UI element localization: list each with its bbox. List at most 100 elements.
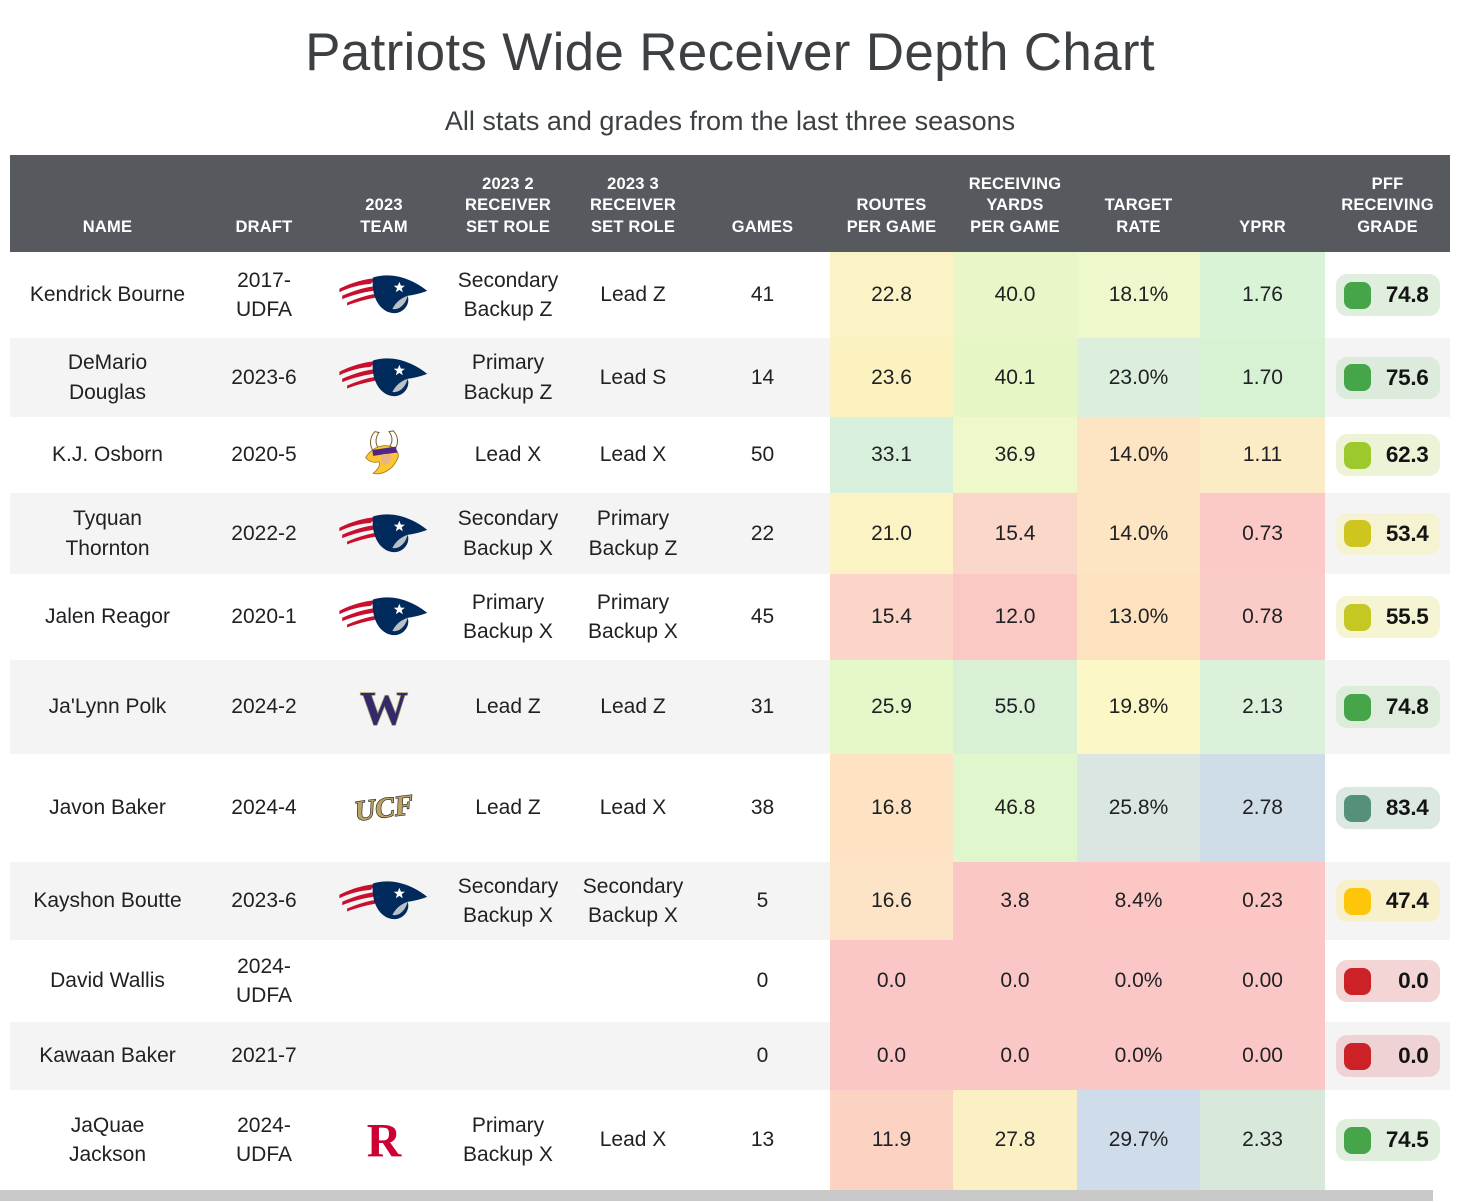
receiver2-role-cell: Primary Backup X bbox=[463, 590, 553, 643]
ucf-logo: UCF bbox=[352, 788, 416, 828]
grade-color-icon bbox=[1343, 364, 1371, 391]
draft-cell: 2024-2 bbox=[231, 695, 297, 719]
pff-grade-badge: 62.3 bbox=[1335, 434, 1440, 476]
receiver2-role-cell: Primary Backup X bbox=[463, 1113, 553, 1166]
pff-grade-cell: 75.6 bbox=[1325, 338, 1450, 417]
patriots-logo bbox=[339, 357, 428, 396]
receiver3-role-cell: Secondary Backup X bbox=[582, 874, 684, 927]
yprr-cell: 1.11 bbox=[1200, 417, 1325, 493]
grade-value: 74.5 bbox=[1385, 1127, 1429, 1153]
grade-value: 74.8 bbox=[1385, 282, 1429, 308]
yprr-cell: 0.73 bbox=[1200, 493, 1325, 574]
pff-grade-cell: 0.0 bbox=[1325, 1022, 1450, 1090]
routes-per-game-cell: 33.1 bbox=[830, 417, 953, 493]
draft-cell: 2020-1 bbox=[231, 605, 297, 629]
receiver2-role-cell: Secondary Backup X bbox=[457, 874, 559, 927]
player-name-cell: Kawaan Baker bbox=[39, 1044, 176, 1068]
draft-cell: 2017- UDFA bbox=[235, 268, 292, 321]
receiving-yards-per-game-cell: 27.8 bbox=[953, 1090, 1077, 1190]
receiving-yards-per-game-cell: 3.8 bbox=[953, 862, 1077, 940]
routes-per-game-cell: 11.9 bbox=[830, 1090, 953, 1190]
table-row: Tyquan Thornton 2022-2 Secondary Backup X P… bbox=[10, 493, 1450, 574]
column-header-target-rate: TARGET RATE bbox=[1104, 196, 1173, 237]
page-title: Patriots Wide Receiver Depth Chart bbox=[305, 23, 1155, 82]
routes-per-game-cell: 23.6 bbox=[830, 338, 953, 417]
routes-per-game-cell: 21.0 bbox=[830, 493, 953, 574]
grade-value: 74.8 bbox=[1385, 694, 1429, 720]
draft-cell: 2024-4 bbox=[231, 796, 297, 820]
games-cell: 50 bbox=[750, 443, 775, 467]
pff-grade-cell: 53.4 bbox=[1325, 493, 1450, 574]
receiver2-role-cell: Lead Z bbox=[475, 695, 541, 719]
grade-value: 47.4 bbox=[1385, 888, 1429, 914]
pff-grade-cell: 83.4 bbox=[1325, 754, 1450, 862]
grade-value: 55.5 bbox=[1385, 604, 1429, 630]
column-header-receiving-yards-per-game: RECEIVING YARDS PER GAME bbox=[968, 174, 1062, 237]
table-row: Javon Baker 2024-4 UCF Lead Z Lead X 38 16.8 46… bbox=[10, 754, 1450, 862]
table-row: DeMario Douglas 2023-6 Primary Backup Z Lea… bbox=[10, 338, 1450, 417]
games-cell: 14 bbox=[750, 365, 775, 389]
grade-color-icon bbox=[1343, 603, 1371, 631]
yprr-cell: 0.78 bbox=[1200, 574, 1325, 660]
yprr-cell: 1.70 bbox=[1200, 338, 1325, 417]
games-cell: 13 bbox=[750, 1128, 775, 1152]
games-cell: 45 bbox=[750, 605, 775, 629]
pff-grade-cell: 55.5 bbox=[1325, 574, 1450, 660]
grade-color-icon bbox=[1343, 887, 1371, 915]
yprr-cell: 0.00 bbox=[1200, 940, 1325, 1022]
games-cell: 38 bbox=[750, 796, 775, 820]
yprr-cell: 2.78 bbox=[1200, 754, 1325, 862]
draft-cell: 2023-6 bbox=[231, 889, 297, 913]
grade-color-icon bbox=[1343, 794, 1371, 822]
grade-value: 83.4 bbox=[1385, 795, 1429, 821]
player-name-cell: Kendrick Bourne bbox=[29, 283, 186, 307]
receiver2-role-cell: Primary Backup Z bbox=[463, 351, 553, 404]
washington-logo: W bbox=[359, 682, 409, 732]
player-name-cell: David Wallis bbox=[50, 969, 165, 993]
player-name-cell: JaQuae Jackson bbox=[68, 1113, 147, 1166]
column-header-receiver2-role: 2023 2 RECEIVER SET ROLE bbox=[465, 174, 551, 237]
routes-per-game-cell: 15.4 bbox=[830, 574, 953, 660]
receiving-yards-per-game-cell: 0.0 bbox=[953, 1022, 1077, 1090]
grade-color-icon bbox=[1343, 441, 1371, 469]
svg-text:UCF: UCF bbox=[353, 789, 416, 828]
games-cell: 41 bbox=[750, 283, 775, 307]
table-row: Ja'Lynn Polk 2024-2 W Lead Z Lead Z 31 25.9 55.… bbox=[10, 660, 1450, 754]
target-rate-cell: 23.0% bbox=[1077, 338, 1200, 417]
receiving-yards-per-game-cell: 36.9 bbox=[953, 417, 1077, 493]
patriots-logo bbox=[339, 597, 428, 636]
column-header-receiver3-role: 2023 3 RECEIVER SET ROLE bbox=[590, 174, 676, 237]
table-row: K.J. Osborn 2020-5 Lead X Lead X 50 33.1 36.9 1… bbox=[10, 417, 1450, 493]
target-rate-cell: 0.0% bbox=[1077, 940, 1200, 1022]
player-name-cell: DeMario Douglas bbox=[67, 351, 148, 404]
column-header-name: NAME bbox=[82, 218, 133, 237]
receiver3-role-cell: Lead X bbox=[599, 1128, 667, 1152]
target-rate-cell: 0.0% bbox=[1077, 1022, 1200, 1090]
yprr-cell: 2.13 bbox=[1200, 660, 1325, 754]
receiver3-role-cell: Primary Backup Z bbox=[588, 507, 678, 560]
player-name-cell: Tyquan Thornton bbox=[65, 507, 150, 560]
yprr-cell: 0.23 bbox=[1200, 862, 1325, 940]
grade-value: 0.0 bbox=[1398, 968, 1429, 994]
team-logo-cell bbox=[323, 338, 445, 417]
receiving-yards-per-game-cell: 46.8 bbox=[953, 754, 1077, 862]
grade-value: 62.3 bbox=[1385, 442, 1429, 468]
receiving-yards-per-game-cell: 40.0 bbox=[953, 252, 1077, 338]
draft-cell: 2024- UDFA bbox=[235, 1113, 292, 1166]
receiver2-role-cell: Secondary Backup X bbox=[457, 507, 559, 560]
player-name-cell: Javon Baker bbox=[49, 796, 166, 820]
games-cell: 31 bbox=[750, 695, 775, 719]
table-row: Kendrick Bourne 2017- UDFA Secondary Backu… bbox=[10, 252, 1450, 338]
receiver2-role-cell: Lead Z bbox=[475, 796, 541, 820]
grade-color-icon bbox=[1343, 967, 1371, 995]
routes-per-game-cell: 25.9 bbox=[830, 660, 953, 754]
routes-per-game-cell: 22.8 bbox=[830, 252, 953, 338]
receiver3-role-cell: Lead X bbox=[599, 443, 667, 467]
column-header-games: GAMES bbox=[731, 218, 794, 237]
horizontal-scrollbar[interactable] bbox=[0, 1190, 1433, 1201]
routes-per-game-cell: 0.0 bbox=[830, 940, 953, 1022]
routes-per-game-cell: 16.6 bbox=[830, 862, 953, 940]
draft-cell: 2021-7 bbox=[231, 1044, 297, 1068]
draft-cell: 2023-6 bbox=[231, 365, 297, 389]
svg-text:R: R bbox=[367, 1115, 402, 1166]
